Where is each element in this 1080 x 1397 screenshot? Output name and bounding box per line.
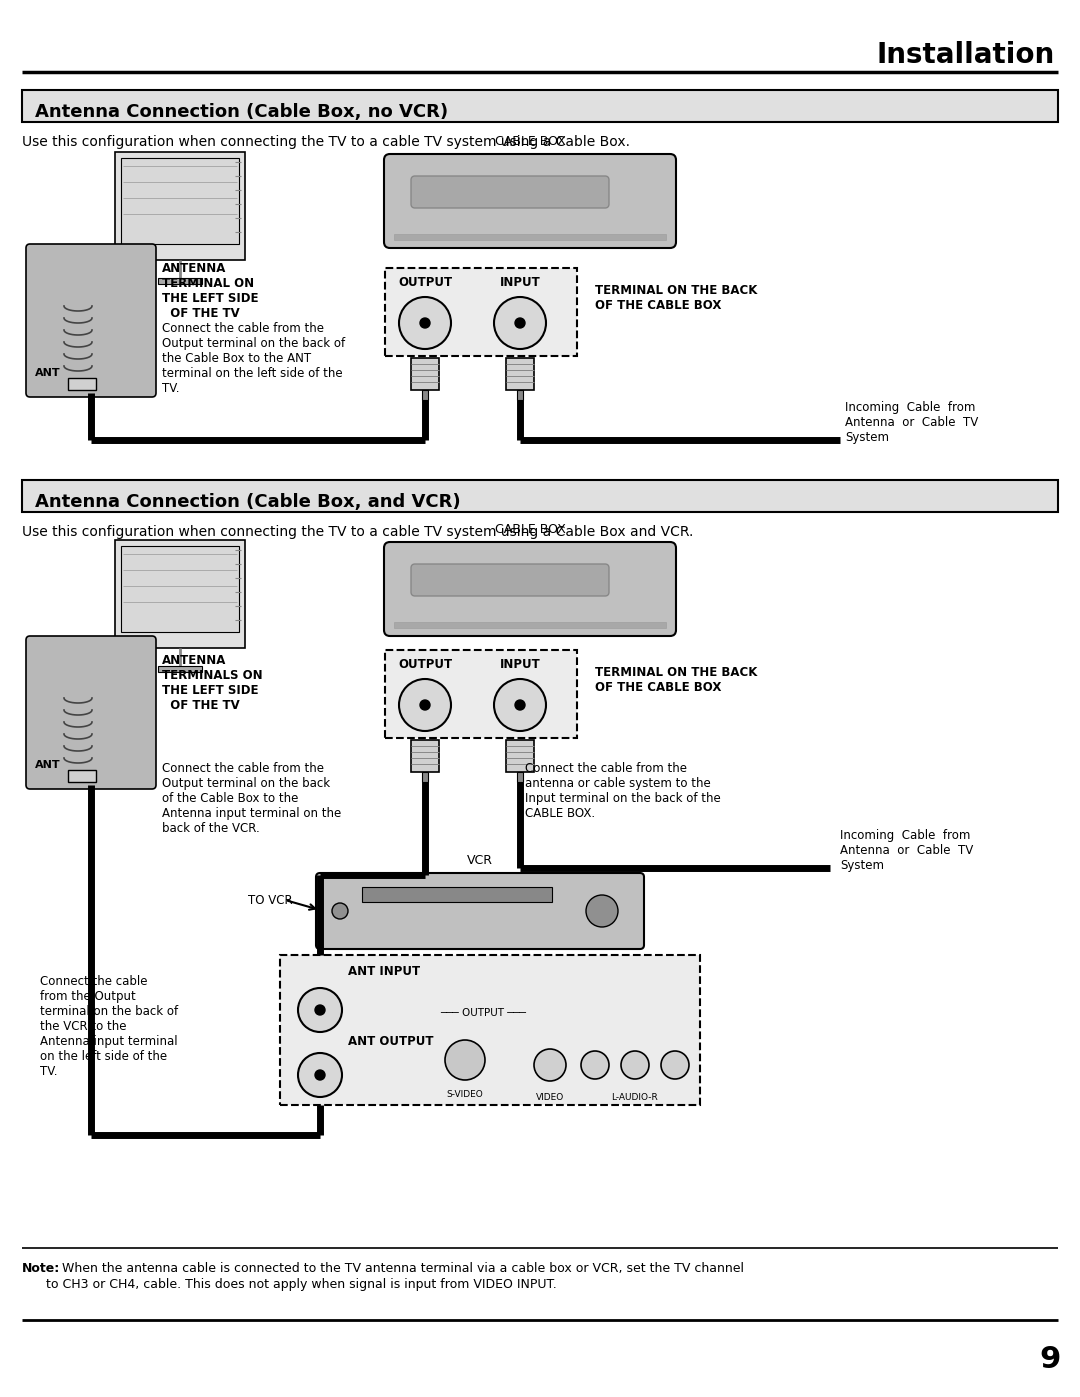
Text: CABLE BOX: CABLE BOX xyxy=(495,522,566,536)
Text: INPUT: INPUT xyxy=(500,658,540,671)
Text: Connect the cable from the
Output terminal on the back of
the Cable Box to the A: Connect the cable from the Output termin… xyxy=(162,321,346,395)
Text: ANTENNA
TERMINALS ON
THE LEFT SIDE
  OF THE TV: ANTENNA TERMINALS ON THE LEFT SIDE OF TH… xyxy=(162,654,262,712)
Bar xyxy=(280,956,700,1105)
Circle shape xyxy=(315,1004,325,1016)
Circle shape xyxy=(581,1051,609,1078)
Text: Incoming  Cable  from
Antenna  or  Cable  TV
System: Incoming Cable from Antenna or Cable TV … xyxy=(840,828,973,872)
Circle shape xyxy=(298,1053,342,1097)
Bar xyxy=(158,278,202,284)
Text: Use this configuration when connecting the TV to a cable TV system using a Cable: Use this configuration when connecting t… xyxy=(22,525,693,539)
Text: Note:: Note: xyxy=(22,1261,60,1275)
Circle shape xyxy=(494,298,546,349)
Text: S-VIDEO: S-VIDEO xyxy=(447,1090,484,1099)
Circle shape xyxy=(515,319,525,328)
Bar xyxy=(114,541,245,648)
Text: ANT OUTPUT: ANT OUTPUT xyxy=(348,1035,433,1048)
Circle shape xyxy=(494,679,546,731)
Bar xyxy=(507,740,534,773)
Bar xyxy=(517,390,523,400)
Circle shape xyxy=(621,1051,649,1078)
Text: When the antenna cable is connected to the TV antenna terminal via a cable box o: When the antenna cable is connected to t… xyxy=(58,1261,744,1275)
FancyBboxPatch shape xyxy=(316,873,644,949)
Circle shape xyxy=(515,700,525,710)
Bar xyxy=(517,773,523,782)
Text: OUTPUT: OUTPUT xyxy=(397,658,453,671)
Text: L-AUDIO-R: L-AUDIO-R xyxy=(611,1092,659,1102)
Bar xyxy=(411,358,438,390)
Text: VCR: VCR xyxy=(467,854,492,868)
Circle shape xyxy=(661,1051,689,1078)
Circle shape xyxy=(332,902,348,919)
Text: ANT: ANT xyxy=(35,367,60,379)
Text: ANTENNA
TERMINAL ON
THE LEFT SIDE
  OF THE TV: ANTENNA TERMINAL ON THE LEFT SIDE OF THE… xyxy=(162,263,258,320)
Bar xyxy=(114,152,245,260)
Text: CABLE BOX: CABLE BOX xyxy=(495,136,566,148)
Bar xyxy=(22,89,1058,122)
Text: ANT: ANT xyxy=(35,760,60,770)
Text: TERMINAL ON THE BACK
OF THE CABLE BOX: TERMINAL ON THE BACK OF THE CABLE BOX xyxy=(595,284,757,312)
FancyBboxPatch shape xyxy=(411,176,609,208)
Circle shape xyxy=(315,1070,325,1080)
Text: to CH3 or CH4, cable. This does not apply when signal is input from VIDEO INPUT.: to CH3 or CH4, cable. This does not appl… xyxy=(22,1278,557,1291)
Circle shape xyxy=(399,298,451,349)
Text: 9: 9 xyxy=(1039,1345,1061,1375)
Text: OUTPUT: OUTPUT xyxy=(397,277,453,289)
Circle shape xyxy=(420,319,430,328)
FancyBboxPatch shape xyxy=(384,154,676,249)
Text: ANT INPUT: ANT INPUT xyxy=(348,965,420,978)
Bar xyxy=(121,158,239,244)
Circle shape xyxy=(445,1039,485,1080)
Text: Use this configuration when connecting the TV to a cable TV system using a Cable: Use this configuration when connecting t… xyxy=(22,136,630,149)
Circle shape xyxy=(298,988,342,1032)
Text: TERMINAL ON THE BACK
OF THE CABLE BOX: TERMINAL ON THE BACK OF THE CABLE BOX xyxy=(595,666,757,694)
Circle shape xyxy=(420,700,430,710)
Circle shape xyxy=(399,679,451,731)
Text: VIDEO: VIDEO xyxy=(536,1092,564,1102)
Text: Antenna Connection (Cable Box, no VCR): Antenna Connection (Cable Box, no VCR) xyxy=(35,103,448,122)
FancyBboxPatch shape xyxy=(411,564,609,597)
Bar xyxy=(394,622,666,629)
Text: Connect the cable
from the Output
terminal on the back of
the VCR to the
Antenna: Connect the cable from the Output termin… xyxy=(40,975,178,1078)
FancyBboxPatch shape xyxy=(384,542,676,636)
Bar xyxy=(507,358,534,390)
Text: TO VCR: TO VCR xyxy=(248,894,293,907)
Text: ─── OUTPUT ───: ─── OUTPUT ─── xyxy=(440,1009,526,1018)
Bar xyxy=(422,773,428,782)
Bar xyxy=(158,666,202,672)
Bar xyxy=(394,235,666,240)
Bar xyxy=(68,379,96,390)
Text: Connect the cable from the
antenna or cable system to the
Input terminal on the : Connect the cable from the antenna or ca… xyxy=(525,761,720,820)
FancyBboxPatch shape xyxy=(26,244,156,397)
Circle shape xyxy=(534,1049,566,1081)
Bar xyxy=(362,887,552,902)
Text: Incoming  Cable  from
Antenna  or  Cable  TV
System: Incoming Cable from Antenna or Cable TV … xyxy=(845,401,978,443)
Text: Connect the cable from the
Output terminal on the back
of the Cable Box to the
A: Connect the cable from the Output termin… xyxy=(162,761,341,835)
Text: Antenna Connection (Cable Box, and VCR): Antenna Connection (Cable Box, and VCR) xyxy=(35,493,461,511)
Text: INPUT: INPUT xyxy=(500,277,540,289)
Text: Installation: Installation xyxy=(877,41,1055,68)
FancyBboxPatch shape xyxy=(26,636,156,789)
Bar xyxy=(411,740,438,773)
Bar xyxy=(422,390,428,400)
Bar xyxy=(22,481,1058,511)
Circle shape xyxy=(586,895,618,928)
Bar xyxy=(121,546,239,631)
Bar xyxy=(68,770,96,782)
Bar xyxy=(384,268,577,356)
Bar xyxy=(384,650,577,738)
